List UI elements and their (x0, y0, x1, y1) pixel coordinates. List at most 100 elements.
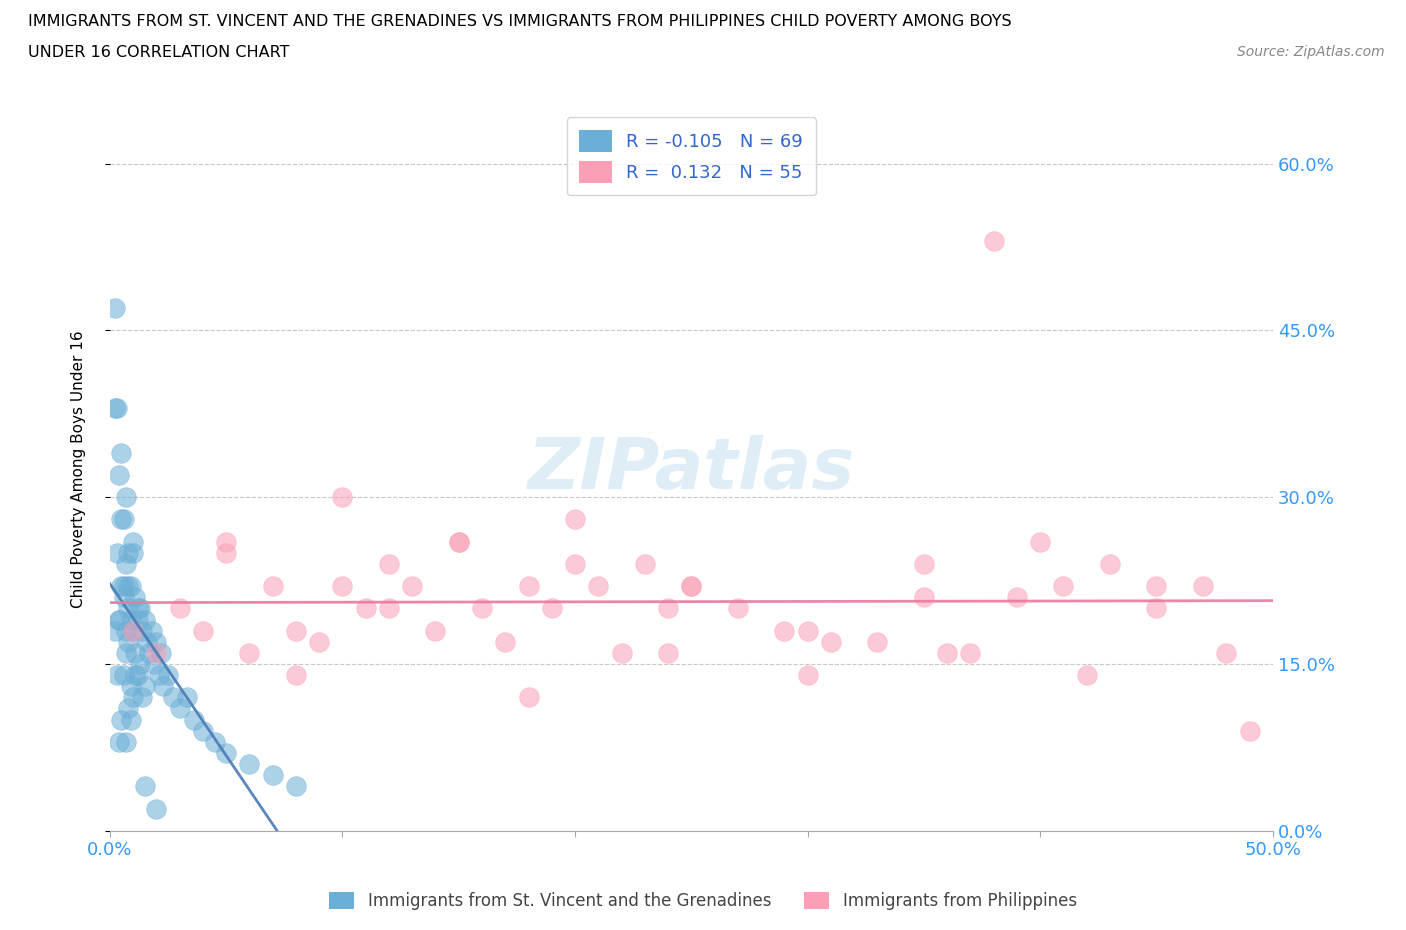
Point (215, 534, 238, 549)
Point (145, 634, 167, 649)
Point (1029, 534, 1052, 549)
Point (332, 578, 354, 593)
Point (657, 645, 679, 660)
Point (169, 601, 191, 616)
Point (564, 556, 586, 571)
Point (912, 590, 935, 604)
Text: Source: ZipAtlas.com: Source: ZipAtlas.com (1237, 45, 1385, 59)
Point (120, 679, 142, 694)
Point (108, 612, 131, 627)
Point (796, 668, 818, 683)
Point (148, 668, 170, 683)
Point (110, 512, 132, 527)
Point (122, 623, 145, 638)
Point (117, 634, 139, 649)
Point (540, 601, 562, 616)
Point (1192, 578, 1215, 593)
Point (447, 534, 470, 549)
Point (1005, 590, 1028, 604)
Point (131, 690, 153, 705)
Point (425, 623, 447, 638)
Point (983, 234, 1005, 249)
Point (262, 768, 284, 783)
Point (122, 545, 145, 560)
Text: ZIPatlas: ZIPatlas (527, 435, 855, 504)
Point (162, 690, 184, 705)
Point (134, 679, 156, 694)
Point (124, 645, 146, 660)
Point (124, 590, 146, 604)
Point (129, 601, 152, 616)
Point (1098, 556, 1121, 571)
Point (634, 556, 657, 571)
Point (131, 623, 153, 638)
Point (136, 634, 159, 649)
Point (117, 701, 139, 716)
Point (191, 724, 214, 738)
Point (108, 612, 131, 627)
Point (238, 645, 260, 660)
Point (681, 578, 703, 593)
Point (1146, 578, 1168, 593)
Point (115, 735, 138, 750)
Point (117, 601, 139, 616)
Point (1239, 724, 1261, 738)
Point (176, 690, 198, 705)
Point (112, 512, 135, 527)
Point (112, 578, 135, 593)
Point (378, 556, 401, 571)
Point (143, 657, 166, 671)
Point (115, 645, 138, 660)
Point (564, 512, 586, 527)
Point (204, 735, 226, 750)
Point (447, 534, 470, 549)
Point (105, 401, 128, 416)
Point (588, 578, 610, 593)
Point (191, 623, 214, 638)
Point (115, 556, 138, 571)
Point (494, 634, 516, 649)
Point (866, 634, 889, 649)
Legend: Immigrants from St. Vincent and the Grenadines, Immigrants from Philippines: Immigrants from St. Vincent and the Gren… (322, 885, 1084, 917)
Text: UNDER 16 CORRELATION CHART: UNDER 16 CORRELATION CHART (28, 45, 290, 60)
Point (1076, 668, 1098, 683)
Point (657, 601, 679, 616)
Point (610, 645, 633, 660)
Point (134, 612, 156, 627)
Point (120, 578, 142, 593)
Point (284, 623, 307, 638)
Point (122, 534, 145, 549)
Point (112, 668, 135, 683)
Point (681, 578, 703, 593)
Point (145, 801, 167, 816)
Point (127, 668, 149, 683)
Point (120, 612, 142, 627)
Point (108, 468, 131, 483)
Point (110, 578, 132, 593)
Point (773, 623, 796, 638)
Point (238, 757, 260, 772)
Point (129, 657, 152, 671)
Point (120, 712, 142, 727)
Point (215, 746, 238, 761)
Point (936, 645, 959, 660)
Point (127, 612, 149, 627)
Point (169, 701, 191, 716)
Point (308, 634, 330, 649)
Y-axis label: Child Poverty Among Boys Under 16: Child Poverty Among Boys Under 16 (72, 330, 86, 608)
Point (152, 679, 174, 694)
Point (183, 712, 205, 727)
Point (332, 490, 354, 505)
Point (517, 578, 540, 593)
Point (117, 545, 139, 560)
Point (138, 645, 160, 660)
Point (401, 578, 423, 593)
Point (1146, 601, 1168, 616)
Point (127, 601, 149, 616)
Point (124, 668, 146, 683)
Point (517, 690, 540, 705)
Point (115, 490, 138, 505)
Point (262, 578, 284, 593)
Point (354, 601, 377, 616)
Point (727, 601, 749, 616)
